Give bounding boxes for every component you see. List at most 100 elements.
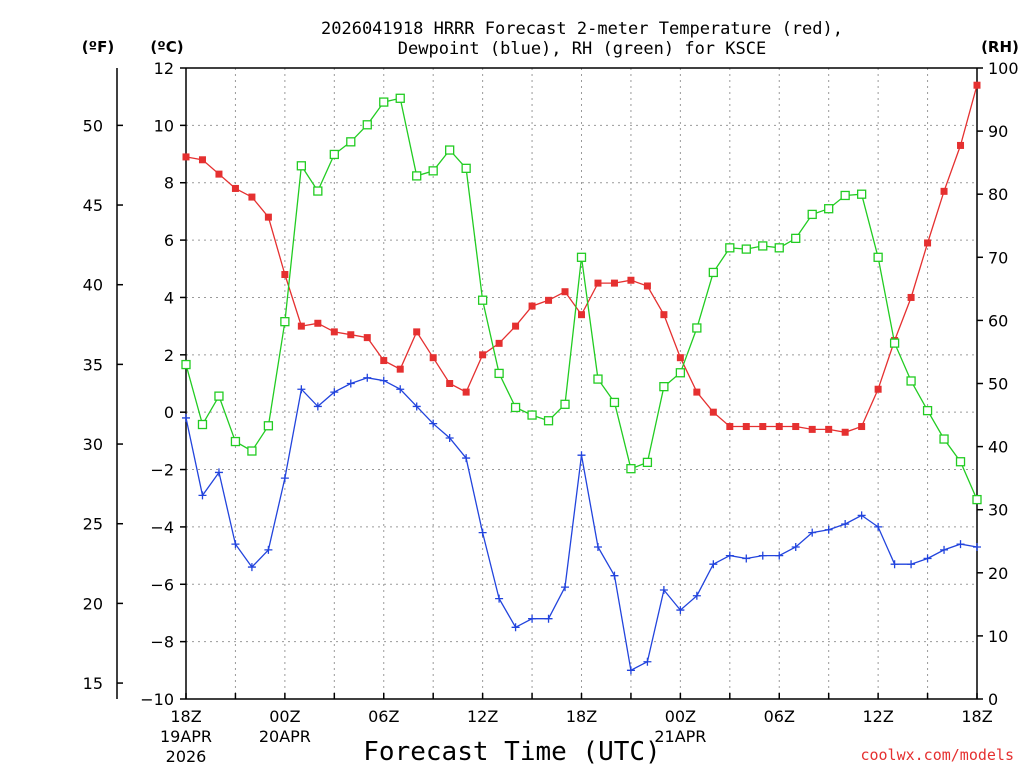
data-point (477, 295, 488, 305)
chart-title-line2: Dewpoint (blue), RH (green) for KSCE (398, 39, 766, 59)
data-point (676, 354, 684, 362)
data-point (263, 421, 274, 431)
data-point (775, 551, 784, 560)
data-point (659, 586, 668, 595)
x-tick-label: 06Z (368, 707, 399, 726)
data-point (346, 137, 356, 147)
data-point (494, 368, 504, 379)
plot-frame (116, 67, 978, 700)
data-point (758, 551, 767, 560)
data-point (841, 520, 850, 529)
chart-title-line1: 2026041918 HRRR Forecast 2-meter Tempera… (321, 19, 843, 39)
data-point (940, 545, 949, 554)
data-point (873, 252, 883, 262)
data-point (280, 317, 290, 327)
celsius-tick-label: 12 (154, 59, 174, 78)
celsius-tick-label: −4 (150, 518, 174, 537)
data-point (297, 385, 306, 394)
data-point (907, 560, 916, 569)
data-point (379, 376, 388, 385)
fahrenheit-tick-label: 45 (83, 196, 103, 215)
data-point (955, 457, 966, 467)
data-point (479, 351, 487, 359)
data-point (313, 186, 323, 196)
data-point (363, 334, 371, 342)
data-point (396, 365, 404, 373)
data-point (528, 614, 537, 623)
data-point (528, 302, 536, 310)
data-point (874, 385, 882, 393)
data-point (577, 451, 586, 460)
x-tick-label: 12Z (467, 707, 498, 726)
data-point (626, 464, 636, 474)
data-point (907, 293, 915, 301)
data-point (742, 423, 750, 431)
data-point (774, 243, 784, 253)
data-point (709, 408, 717, 416)
data-point (610, 571, 619, 580)
data-point (182, 413, 190, 422)
data-point (412, 402, 421, 411)
rh-tick-label: 40 (988, 438, 1008, 457)
data-point (857, 511, 866, 520)
x-tick-date-label: 20APR (259, 727, 311, 746)
data-point (230, 436, 241, 447)
fahrenheit-tick-label: 35 (83, 355, 103, 374)
data-point (362, 120, 372, 130)
data-point (462, 388, 470, 396)
data-point (281, 271, 289, 279)
rh-tick-label: 0 (988, 690, 998, 709)
rh-tick-label: 10 (988, 627, 1008, 646)
data-point (593, 374, 603, 384)
data-point (215, 170, 223, 178)
data-point (659, 382, 669, 392)
data-point (495, 594, 504, 603)
data-point (791, 233, 801, 244)
x-tick-label: 18Z (170, 707, 201, 726)
data-point (214, 391, 224, 401)
data-point (807, 209, 817, 220)
data-point (461, 163, 471, 173)
data-point (445, 433, 454, 442)
data-point (824, 204, 834, 214)
data-point (561, 583, 570, 592)
data-point (742, 554, 751, 563)
celsius-tick-label: −10 (140, 690, 174, 709)
data-point (576, 252, 587, 262)
rh-tick-label: 90 (988, 122, 1008, 141)
data-point (593, 542, 602, 551)
data-point (198, 156, 206, 164)
rh-tick-label: 20 (988, 564, 1008, 583)
celsius-tick-label: 8 (164, 174, 174, 193)
data-point (889, 338, 900, 348)
fahrenheit-tick-label: 50 (83, 116, 103, 135)
data-point (296, 161, 307, 171)
data-point (248, 193, 256, 201)
x-tick-label: 06Z (764, 707, 795, 726)
data-point (856, 189, 867, 199)
x-tick-label: 00Z (269, 707, 300, 726)
data-point (561, 288, 569, 296)
data-point (214, 468, 223, 477)
fahrenheit-tick-label: 15 (83, 674, 103, 693)
series-rh (181, 93, 982, 505)
data-point (182, 153, 190, 161)
x-tick-label: 18Z (961, 707, 992, 726)
data-point (428, 166, 438, 176)
data-point (841, 428, 849, 436)
celsius-tick-label: 0 (164, 403, 174, 422)
data-point (181, 359, 191, 370)
data-point (445, 145, 455, 155)
x-tick-label: 00Z (665, 707, 696, 726)
unit-label-celsius: (ºC) (150, 38, 183, 56)
data-point (972, 494, 982, 505)
data-point (725, 243, 735, 253)
data-point (380, 357, 388, 365)
x-tick-year-label: 2026 (166, 747, 207, 766)
data-point (626, 666, 635, 675)
data-point (247, 446, 257, 456)
data-point (609, 397, 620, 408)
data-point (560, 399, 570, 409)
data-point (510, 402, 521, 413)
data-point (329, 149, 339, 160)
